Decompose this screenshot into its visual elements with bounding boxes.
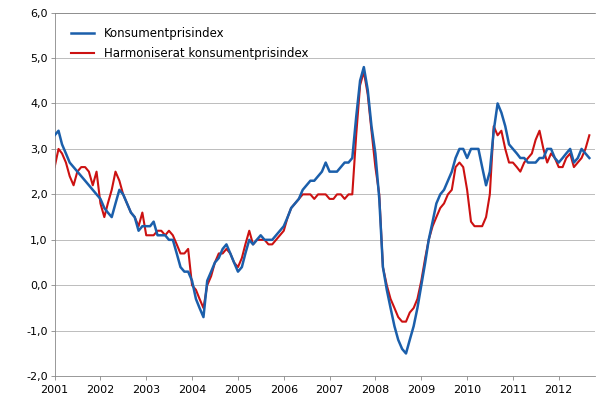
Legend: Konsumentprisindex, Harmoniserat konsumentprisindex: Konsumentprisindex, Harmoniserat konsume… bbox=[66, 22, 313, 65]
Line: Konsumentprisindex: Konsumentprisindex bbox=[55, 67, 589, 354]
Line: Harmoniserat konsumentprisindex: Harmoniserat konsumentprisindex bbox=[55, 71, 589, 322]
